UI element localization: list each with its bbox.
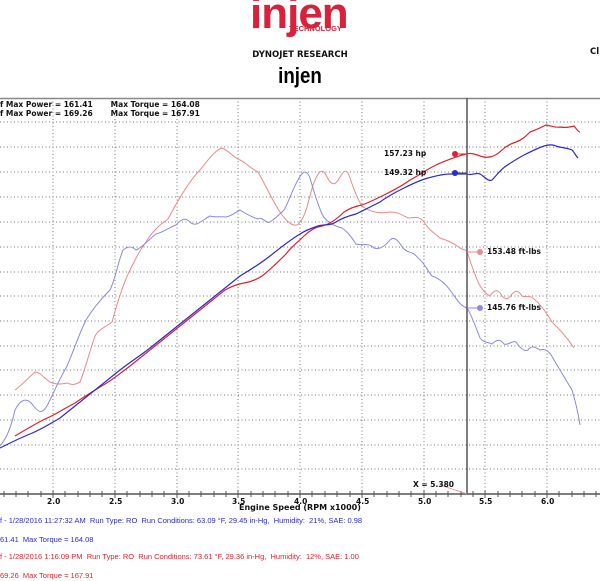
run2-conditions: f - 1/28/2016 1:16:09 PM Run Type: RO Ru…	[0, 552, 359, 561]
torque-annotation-run1: 145.76 ft-lbs	[487, 303, 541, 312]
x-tick-label: 4.5	[356, 497, 370, 506]
x-tick-label: 5.5	[479, 497, 493, 506]
max-summary-run2: f Max Power = 169.26 Max Torque = 167.91	[0, 109, 200, 118]
max-power-run1: f Max Power = 161.41	[0, 100, 93, 109]
logo-text: injen	[250, 0, 349, 38]
run2-torque-curve	[14, 147, 575, 391]
hp-marker-run1	[452, 170, 458, 176]
run1-conditions: f - 1/28/2016 11:27:32 AM Run Type: RO R…	[0, 516, 363, 525]
x-tick-label: 3.0	[171, 497, 185, 506]
max-torque-run1: Max Torque = 164.08	[110, 100, 200, 109]
grid	[0, 98, 600, 494]
logo-subtext: TECHNOLOGY	[289, 24, 342, 33]
x-tick-label: 6.0	[541, 497, 555, 506]
max-torque-run2: Max Torque = 167.91	[110, 109, 200, 118]
x-tick-label: 5.0	[418, 497, 432, 506]
run1-max-values: 61.41 Max Torque = 164.08	[0, 535, 94, 544]
max-summary-run1: f Max Power = 161.41 Max Torque = 164.08	[0, 100, 200, 109]
hp-annotation-run1: 149.32 hp	[384, 168, 427, 177]
x-axis-ticks	[3, 490, 597, 498]
run2-power-curve	[14, 124, 581, 437]
x-tick-label: 3.5	[232, 497, 246, 506]
torque-annotation-run2: 153.48 ft-lbs	[487, 247, 541, 256]
hp-annotation-run2: 157.23 hp	[384, 149, 427, 158]
x-tick-label: 2.5	[109, 497, 123, 506]
torque-marker-run1	[477, 305, 483, 311]
cursor-leader	[439, 484, 468, 495]
x-axis-title: Engine Speed (RPM x1000)	[239, 503, 361, 512]
torque-marker-run2	[477, 249, 483, 255]
run1-power-curve	[0, 144, 579, 449]
x-tick-label: 4.0	[294, 497, 308, 506]
x-tick-label: 2.0	[47, 497, 61, 506]
max-power-run2: f Max Power = 169.26	[0, 109, 93, 118]
brand-title: injen	[278, 63, 322, 88]
company-title: DYNOJET RESEARCH	[252, 50, 348, 60]
cursor-value-label: X = 5.380	[413, 480, 455, 489]
hp-marker-run2	[452, 151, 458, 157]
run2-max-values: 69.26 Max Torque = 167.91	[0, 571, 94, 580]
cut-off-text: Cl	[590, 47, 600, 57]
run1-torque-curve	[0, 171, 581, 447]
